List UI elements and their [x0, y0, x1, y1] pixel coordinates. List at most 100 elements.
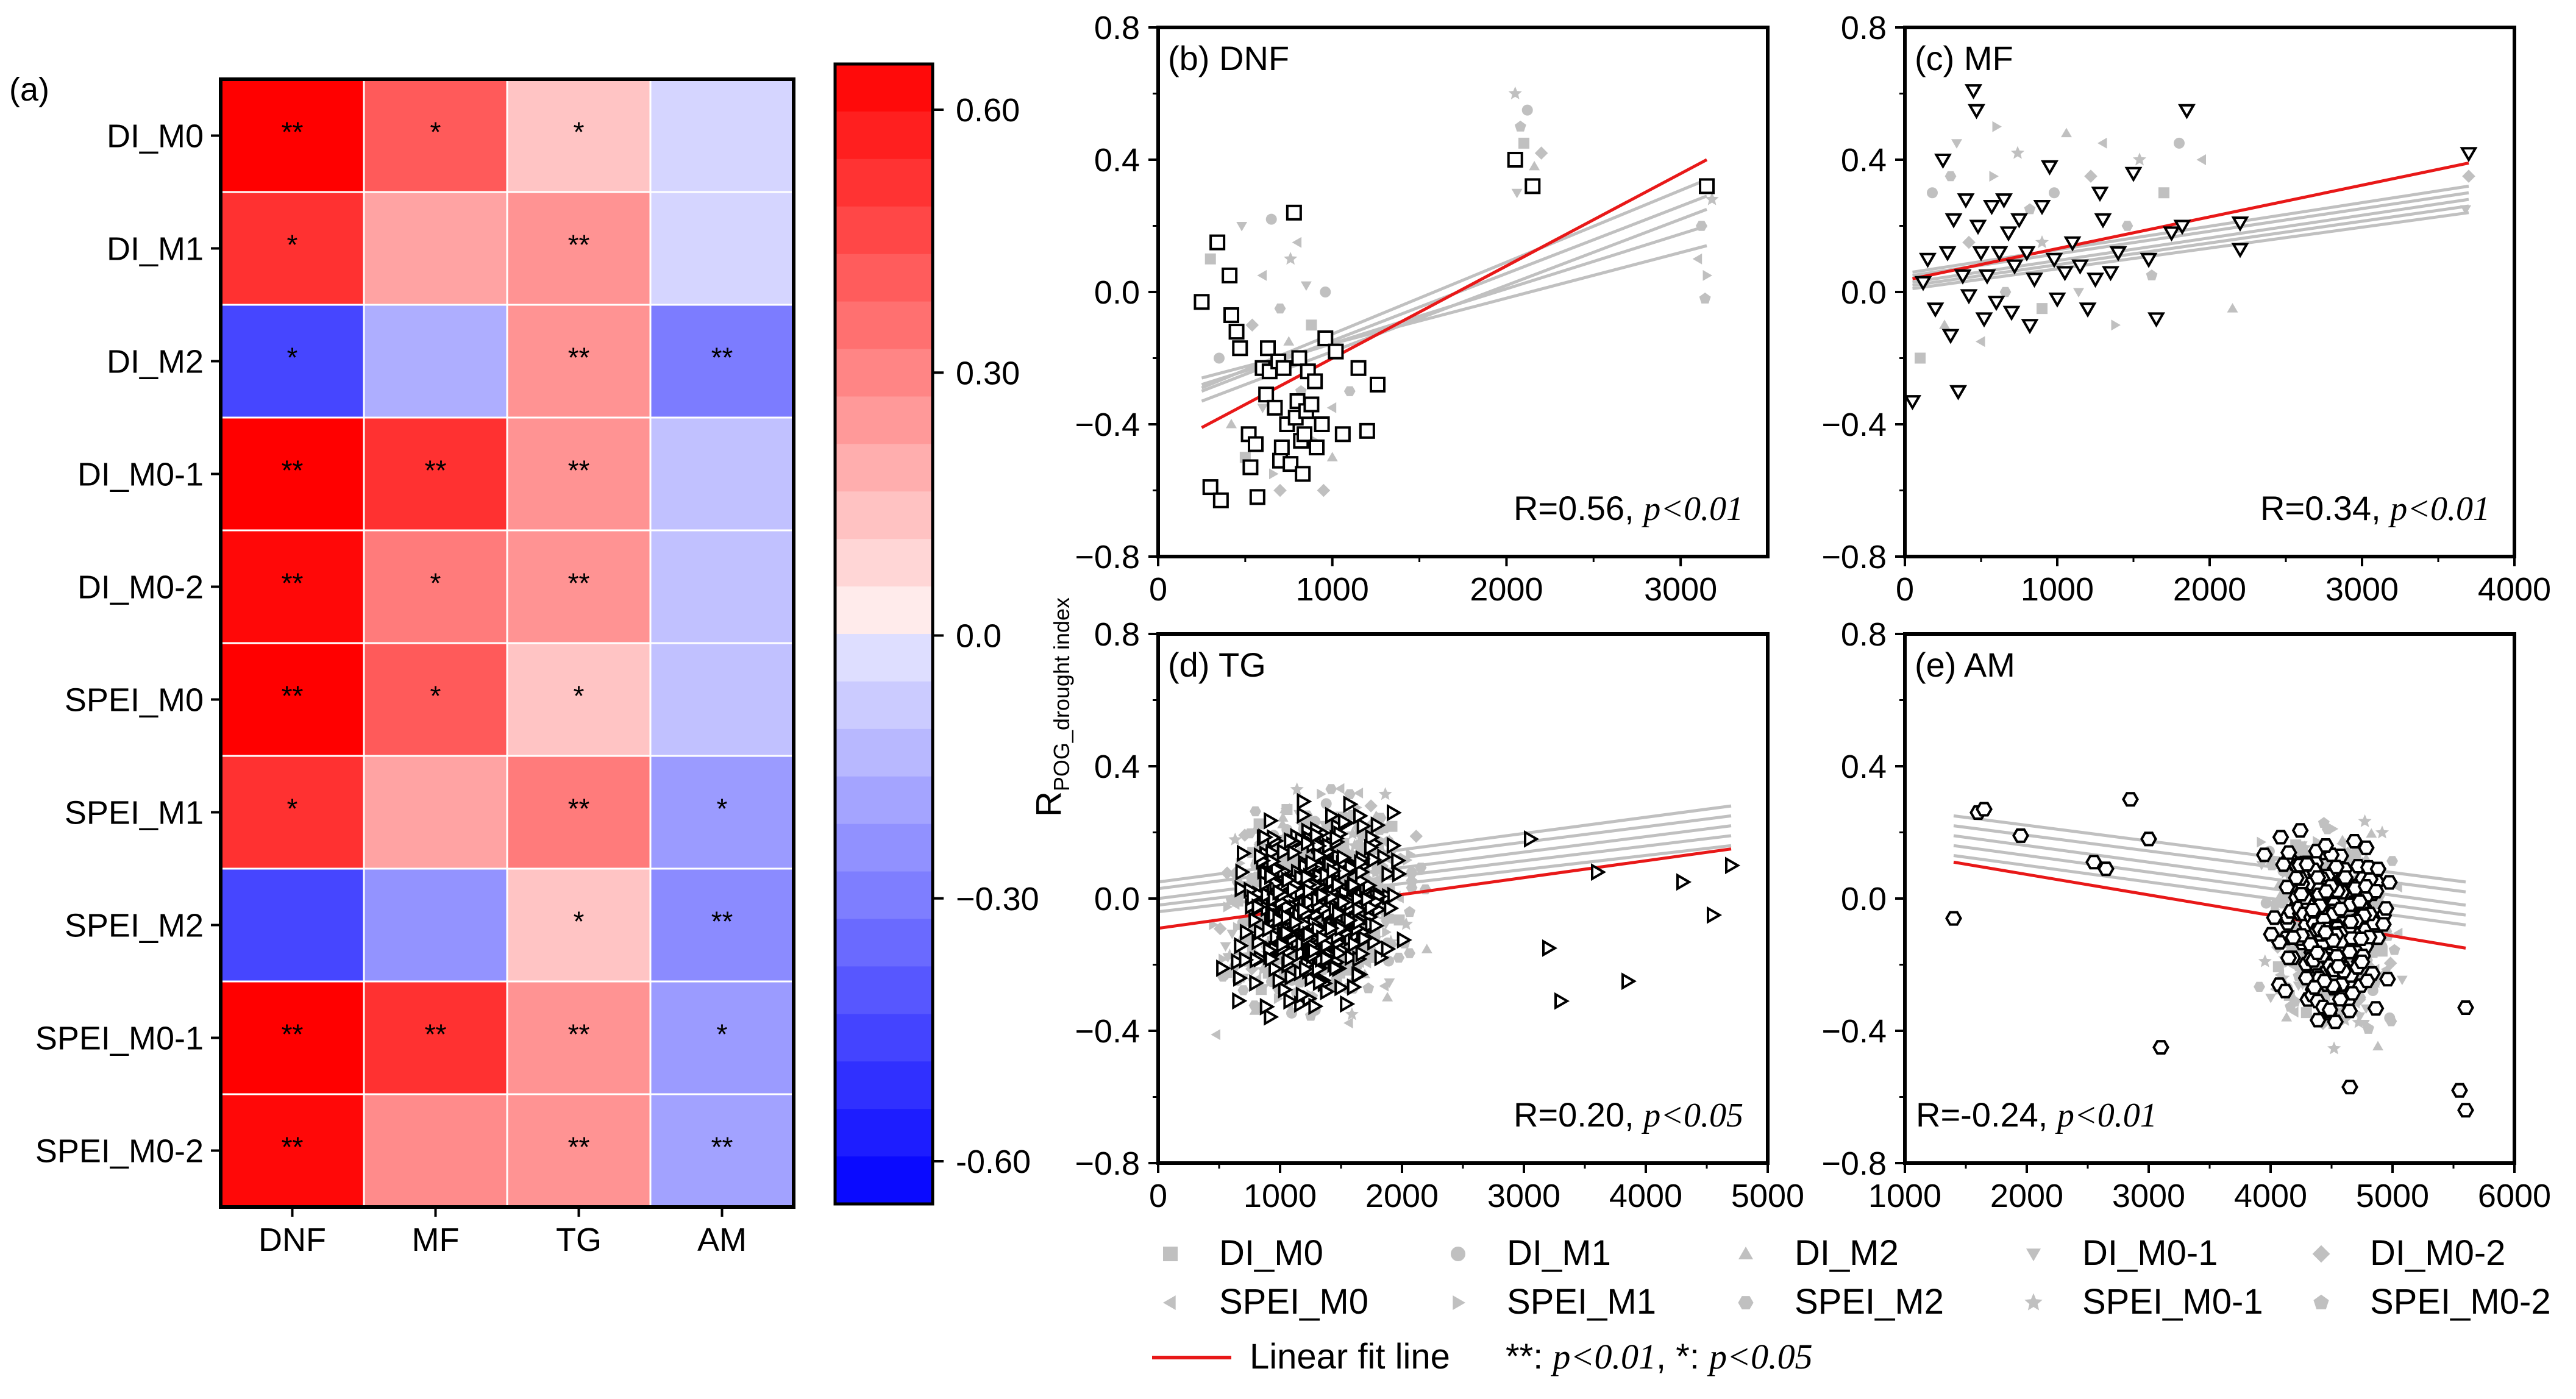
legend-label: SPEI_M1 — [1507, 1282, 1656, 1322]
data-point — [2377, 901, 2395, 916]
gray-data-point — [1989, 171, 1999, 182]
data-point — [1212, 492, 1229, 508]
legend-item: DI_M1 — [1451, 1233, 1611, 1273]
data-point — [1302, 925, 1318, 944]
heatmap-row-label: SPEI_M1 — [65, 795, 204, 831]
data-point — [1248, 436, 1264, 452]
gray-data-point — [1362, 982, 1375, 994]
gray-data-point — [2388, 944, 2400, 955]
gray-data-point — [1213, 922, 1227, 936]
data-point — [2344, 986, 2361, 1001]
data-point — [1297, 806, 1312, 824]
data-point — [1320, 983, 1336, 1000]
gray-data-point — [1257, 404, 1268, 413]
legend-label: DI_M1 — [1507, 1233, 1611, 1273]
data-point — [1264, 1008, 1279, 1026]
legend-marker — [1451, 1247, 1465, 1261]
data-point — [1249, 974, 1265, 992]
gray-data-point — [1233, 922, 1243, 933]
data-point — [2277, 983, 2294, 999]
gray-data-point — [2010, 146, 2025, 159]
data-point — [2079, 302, 2097, 318]
data-point — [2375, 917, 2392, 932]
colorbar-block — [835, 919, 933, 967]
data-point — [1303, 882, 1318, 900]
significance-mark: * — [287, 793, 298, 825]
gray-data-point — [1211, 1029, 1220, 1041]
colorbar-tick-label: -0.60 — [956, 1144, 1031, 1180]
legend-marker — [1163, 1295, 1176, 1310]
data-point — [2369, 861, 2387, 877]
gray-fit-line — [1158, 804, 1732, 884]
data-point — [1284, 831, 1300, 850]
gray-data-point — [1348, 838, 1362, 852]
significance-mark: ** — [568, 568, 590, 599]
data-point — [1542, 939, 1558, 957]
gray-data-point — [1292, 237, 1302, 248]
data-point — [2026, 272, 2043, 288]
x-tick-label: 5000 — [2356, 1178, 2429, 1214]
legend-marker — [1738, 1247, 1753, 1259]
gray-data-point — [1962, 235, 1976, 249]
heatmap-row-label: DI_M1 — [107, 231, 204, 268]
heatmap-cell — [649, 191, 795, 306]
significance-mark: ** — [568, 455, 590, 486]
gray-data-point — [1508, 86, 1522, 99]
gray-points — [1915, 121, 2475, 364]
gray-data-point — [1345, 827, 1360, 840]
data-point — [2280, 950, 2297, 966]
data-point — [2173, 219, 2191, 235]
heatmap-cell — [219, 642, 365, 757]
data-point — [2005, 259, 2024, 275]
y-tick-label: −0.4 — [1821, 407, 1887, 443]
data-point — [1386, 836, 1402, 855]
gray-data-point — [2260, 897, 2272, 909]
data-point — [2293, 887, 2310, 902]
data-point — [2255, 847, 2273, 863]
data-point — [1307, 373, 1323, 390]
data-point — [1914, 276, 1932, 291]
x-tick-label: 0 — [1896, 571, 1914, 608]
data-point — [1258, 828, 1274, 846]
gray-data-point — [1357, 833, 1367, 844]
significance-mark: ** — [282, 680, 304, 712]
colorbar-tick-label: −0.30 — [956, 881, 1039, 917]
legend-label: SPEI_M0 — [1219, 1282, 1368, 1322]
data-point — [1270, 860, 1286, 878]
data-point — [1387, 886, 1403, 905]
data-point — [1353, 806, 1369, 825]
x-tick-label: 2000 — [1365, 1178, 1439, 1214]
gray-data-point — [1386, 821, 1398, 832]
data-point — [1297, 792, 1312, 811]
gray-data-point — [1277, 819, 1289, 828]
data-point — [1676, 873, 1692, 891]
gray-data-point — [2227, 303, 2238, 313]
gray-data-point — [2293, 981, 2304, 991]
gray-data-point — [2366, 828, 2377, 838]
heatmap-cell — [219, 416, 365, 532]
gray-data-point — [2337, 835, 2348, 844]
data-point — [1314, 416, 1330, 432]
data-point — [2309, 1013, 2327, 1028]
significance-mark: ** — [711, 906, 733, 938]
data-point — [1987, 296, 2005, 311]
legend: DI_M0 DI_M1 DI_M2 DI_M0-1 DI_M0-2 SPEI_M0 SPEI… — [1152, 1233, 2551, 1376]
data-point — [2094, 213, 2112, 229]
data-point — [1258, 386, 1275, 403]
legend-item: SPEI_M0 — [1163, 1282, 1368, 1322]
data-point — [1273, 439, 1290, 455]
significance-mark: ** — [425, 1019, 447, 1050]
legend-item: DI_M2 — [1738, 1233, 1899, 1273]
legend-fit-label: Linear fit line — [1250, 1337, 1450, 1376]
data-point — [1334, 978, 1350, 997]
data-point — [2291, 823, 2309, 838]
gray-data-point — [1256, 984, 1267, 995]
heatmap-cell — [506, 980, 652, 1095]
gray-data-point — [1699, 292, 1711, 304]
gray-data-point — [1705, 192, 1719, 205]
y-tick-label: 0.8 — [1094, 616, 1140, 653]
data-point — [2071, 259, 2089, 275]
legend-label: DI_M0-2 — [2370, 1233, 2505, 1273]
data-point — [1364, 838, 1379, 856]
gray-data-point — [2300, 1007, 2312, 1019]
